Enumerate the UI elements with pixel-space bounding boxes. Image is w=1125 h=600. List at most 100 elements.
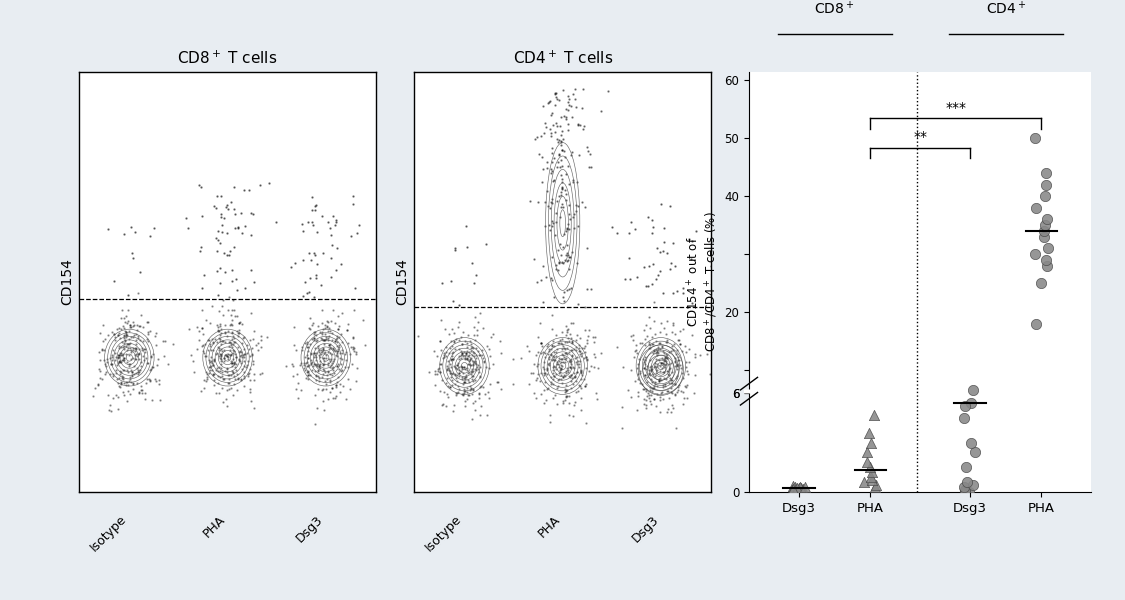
Point (222, 319, 240, 329)
Point (561, 362, 579, 371)
Point (534, 368, 552, 378)
Point (127, 349, 145, 358)
Point (683, 236, 701, 246)
Point (558, 385, 576, 395)
Point (238, 369, 256, 379)
Point (201, 362, 219, 371)
Point (114, 350, 132, 360)
Point (314, 344, 332, 353)
Point (435, 387, 453, 397)
Point (658, 407, 676, 417)
Point (325, 345, 343, 355)
Point (435, 349, 453, 358)
Point (109, 328, 127, 338)
Point (220, 337, 238, 346)
Point (433, 399, 451, 409)
Point (195, 270, 213, 280)
Point (540, 359, 558, 368)
Point (259, 332, 277, 342)
Point (421, 367, 439, 376)
Point (291, 360, 309, 370)
Point (648, 348, 666, 358)
Point (634, 355, 652, 364)
Point (241, 364, 259, 374)
Point (676, 341, 694, 351)
Point (551, 136, 569, 146)
Point (111, 367, 129, 377)
Point (558, 286, 576, 295)
Point (1038, 215, 1056, 224)
Point (289, 378, 307, 388)
Point (318, 370, 336, 380)
Point (130, 367, 148, 377)
Point (680, 357, 698, 367)
Point (556, 354, 574, 364)
Point (865, 410, 883, 419)
Point (213, 336, 231, 346)
Point (235, 356, 253, 365)
Point (308, 385, 326, 394)
Point (118, 397, 136, 406)
Point (226, 338, 244, 347)
Point (564, 336, 582, 346)
Point (666, 261, 684, 271)
Point (123, 365, 141, 374)
Point (583, 162, 601, 172)
Point (579, 146, 597, 156)
Point (559, 255, 577, 265)
Point (484, 359, 502, 368)
Point (562, 373, 580, 383)
Point (209, 366, 227, 376)
Point (647, 336, 665, 346)
Point (458, 346, 476, 356)
Point (863, 467, 881, 477)
Point (658, 316, 676, 326)
Point (551, 250, 569, 259)
Point (669, 352, 687, 362)
Point (543, 365, 561, 375)
Point (120, 326, 138, 335)
Point (650, 375, 668, 385)
Point (110, 350, 128, 360)
Point (443, 368, 461, 378)
Point (315, 353, 333, 363)
Point (448, 360, 466, 370)
Point (547, 230, 565, 239)
Point (438, 347, 456, 356)
Point (458, 348, 476, 358)
Point (115, 229, 133, 239)
Point (213, 340, 231, 349)
Point (667, 362, 685, 371)
Point (210, 326, 228, 335)
Point (125, 330, 143, 340)
Point (314, 248, 332, 257)
Point (212, 350, 230, 359)
Point (325, 368, 343, 377)
Point (669, 335, 687, 345)
Point (552, 161, 570, 170)
Point (630, 369, 648, 379)
Point (213, 354, 231, 364)
Point (555, 370, 573, 380)
Point (431, 337, 449, 346)
Point (541, 124, 559, 134)
Point (319, 326, 337, 336)
Point (220, 374, 238, 384)
Point (122, 347, 140, 357)
Point (222, 356, 240, 366)
Point (302, 340, 319, 349)
Point (331, 379, 349, 389)
Point (316, 367, 334, 377)
Point (212, 363, 230, 373)
Point (444, 337, 462, 347)
Point (651, 358, 669, 368)
Point (456, 347, 474, 357)
Point (110, 356, 128, 366)
Point (339, 325, 357, 335)
Point (555, 287, 573, 297)
Point (658, 338, 676, 347)
Point (433, 375, 451, 385)
Point (682, 254, 700, 264)
Point (339, 325, 357, 335)
Point (190, 335, 208, 344)
